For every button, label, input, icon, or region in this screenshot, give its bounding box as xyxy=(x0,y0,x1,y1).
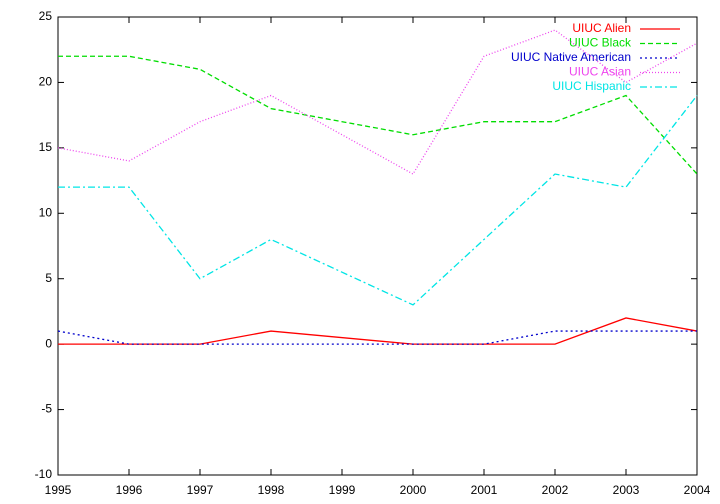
x-tick-label: 2004 xyxy=(684,483,711,497)
x-tick-label: 2003 xyxy=(613,483,640,497)
y-tick-label: -5 xyxy=(41,402,52,416)
y-tick-label: 0 xyxy=(45,336,52,350)
x-tick-label: 1997 xyxy=(187,483,214,497)
series-line xyxy=(58,95,698,306)
series-line xyxy=(58,55,698,175)
x-tick-label: 2000 xyxy=(400,483,427,497)
x-tick-label: 2001 xyxy=(471,483,498,497)
x-tick-label: 2002 xyxy=(542,483,569,497)
y-tick-label: 5 xyxy=(45,271,52,285)
y-tick-label: 10 xyxy=(39,205,53,219)
legend-label: UIUC Black xyxy=(569,36,632,50)
y-tick-label: 20 xyxy=(39,75,53,89)
x-tick-label: 1995 xyxy=(45,483,72,497)
y-tick-label: 25 xyxy=(39,9,53,23)
x-tick-label: 1999 xyxy=(329,483,356,497)
plot-border xyxy=(57,16,698,476)
legend-label: UIUC Asian xyxy=(569,65,631,79)
y-tick-label: 15 xyxy=(39,140,53,154)
x-tick-label: 1998 xyxy=(258,483,285,497)
legend-label: UIUC Hispanic xyxy=(552,79,631,93)
legend-label: UIUC Alien xyxy=(572,21,631,35)
series-line xyxy=(57,29,698,175)
y-tick-label: -10 xyxy=(35,467,53,481)
x-tick-label: 1996 xyxy=(116,483,143,497)
legend-label: UIUC Native American xyxy=(511,50,631,64)
series-line xyxy=(57,330,697,345)
